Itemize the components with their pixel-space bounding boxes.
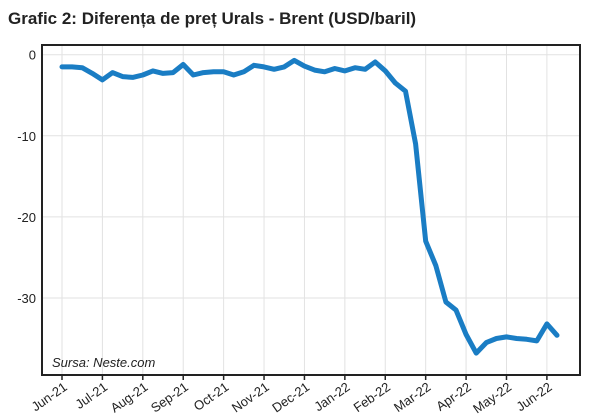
x-tick-label: May-22 [470, 379, 514, 416]
x-tick-label: Jun-22 [513, 379, 554, 414]
x-tick-label: Mar-22 [391, 379, 433, 415]
x-tick-label: Sep-21 [148, 379, 191, 415]
x-tick-label: Dec-21 [269, 379, 312, 415]
x-tick-label: Oct-21 [191, 379, 232, 414]
y-tick-label: -10 [17, 129, 36, 144]
x-tick-label: Nov-21 [229, 379, 272, 415]
x-tick-label: Jul-21 [73, 379, 111, 412]
y-tick-label: 0 [29, 48, 36, 63]
y-tick-label: -30 [17, 291, 36, 306]
y-tick-label: -20 [17, 210, 36, 225]
x-tick-label: Aug-21 [108, 379, 151, 415]
x-tick-label: Jan-22 [311, 379, 352, 414]
chart-title: Grafic 2: Diferența de preț Urals - Bren… [8, 9, 416, 28]
source-note: Sursa: Neste.com [52, 355, 155, 370]
x-tick-label: Jun-21 [29, 379, 70, 414]
x-tick-label: Feb-22 [351, 379, 393, 415]
plot-frame [41, 44, 581, 376]
data-line [59, 57, 560, 356]
x-tick-label: Apr-22 [433, 379, 474, 414]
